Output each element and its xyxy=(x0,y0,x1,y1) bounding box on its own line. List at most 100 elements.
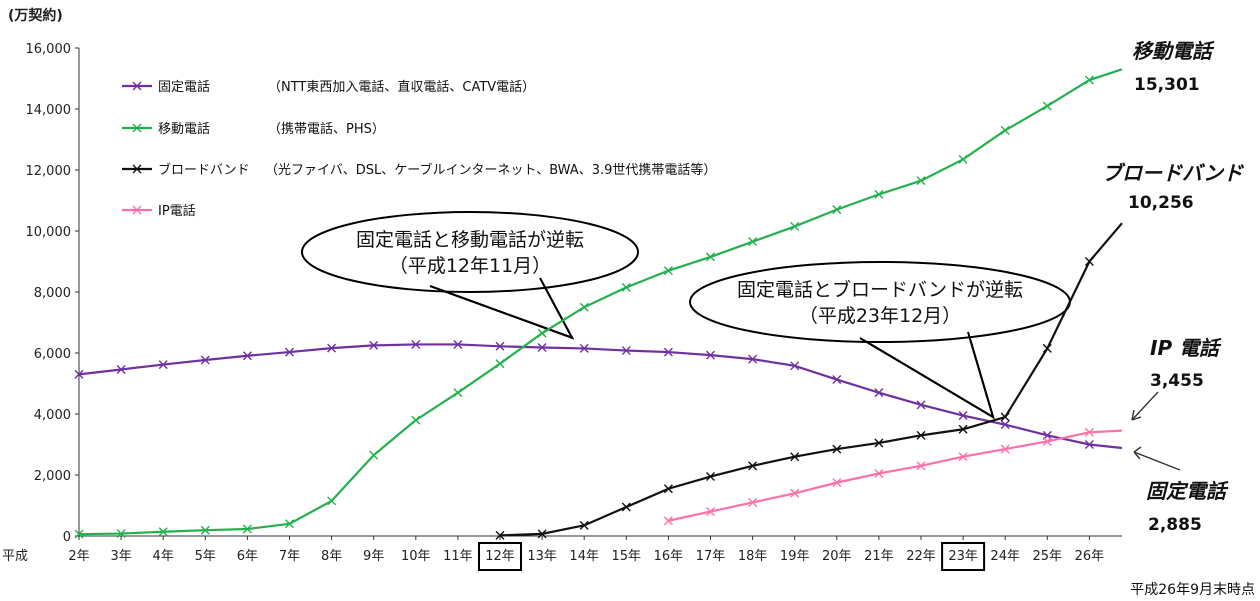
legend-series-name: ブロードバンド xyxy=(158,162,250,178)
series-3-marker xyxy=(958,452,968,462)
series-2-marker xyxy=(537,529,547,539)
series-3-marker xyxy=(1084,427,1094,437)
series-2-marker xyxy=(706,472,715,482)
series-0-marker xyxy=(706,350,715,360)
series-1-marker xyxy=(748,237,758,247)
end-label-broadband-value: 10,256 xyxy=(1128,193,1194,213)
series-0-marker xyxy=(116,364,126,374)
series-0-marker xyxy=(748,354,758,364)
callout-1-line2: （平成12年11月） xyxy=(389,255,551,277)
end-label-mobile-title: 移動電話 xyxy=(1132,39,1215,63)
series-3-marker xyxy=(832,478,842,488)
x-tick-label: 23年 xyxy=(948,549,978,564)
series-3-marker xyxy=(706,507,715,517)
series-line-1 xyxy=(78,68,1123,536)
y-unit-label: (万契約) xyxy=(8,7,63,24)
series-2-marker xyxy=(790,452,800,462)
series-1-marker xyxy=(663,266,673,276)
x-tick-label: 6年 xyxy=(237,549,258,564)
x-tick-label: 7年 xyxy=(279,549,300,564)
series-0-marker xyxy=(1084,440,1094,449)
series-3-marker xyxy=(790,488,800,498)
series-2-marker xyxy=(579,520,589,530)
fixed-pointer-arrow xyxy=(1133,451,1181,471)
series-0-marker xyxy=(285,347,294,357)
y-tick-label: 4,000 xyxy=(34,408,71,423)
y-tick-label: 12,000 xyxy=(26,164,72,179)
series-1-marker xyxy=(327,496,337,506)
series-1-marker xyxy=(369,450,379,460)
x-tick-label: 2年 xyxy=(68,549,89,564)
series-1-marker xyxy=(74,529,84,539)
series-0-marker xyxy=(621,346,631,356)
x-tick-label: 15年 xyxy=(612,549,642,564)
y-tick-label: 14,000 xyxy=(26,103,72,118)
series-1-marker xyxy=(158,527,168,537)
series-0-marker xyxy=(874,388,884,398)
series-3-marker xyxy=(748,497,758,507)
series-2-marker xyxy=(832,444,842,454)
as-of-note: 平成26年9月末時点 xyxy=(1130,582,1255,598)
legend-series-name: 移動電話 xyxy=(158,121,210,137)
x-tick-label: 8年 xyxy=(321,549,342,564)
series-3-marker xyxy=(916,461,926,471)
y-tick-label: 16,000 xyxy=(26,42,72,57)
x-tick-label: 4年 xyxy=(153,549,174,564)
x-tick-label: 17年 xyxy=(696,549,726,564)
end-label-mobile-value: 15,301 xyxy=(1134,75,1200,95)
x-tick-label: 3年 xyxy=(110,549,131,564)
callout-2-line2: （平成23年12月） xyxy=(799,305,961,327)
x-tick-label: 26年 xyxy=(1075,549,1105,564)
series-0-marker xyxy=(832,375,842,385)
series-0-marker xyxy=(958,411,968,421)
x-tick-label: 21年 xyxy=(864,549,894,564)
callout-1-line1: 固定電話と移動電話が逆転 xyxy=(356,229,584,251)
series-2-marker xyxy=(748,461,758,471)
series-1-marker xyxy=(411,415,421,425)
series-1-marker xyxy=(200,525,210,535)
series-0-marker xyxy=(453,339,463,349)
x-tick-label: 10年 xyxy=(401,549,431,564)
legend-swatch-marker xyxy=(132,164,142,174)
series-0-marker xyxy=(158,360,168,370)
series-0-marker xyxy=(1000,420,1010,430)
series-1-marker xyxy=(495,359,505,369)
y-tick-label: 6,000 xyxy=(34,347,71,362)
series-0-marker xyxy=(74,369,84,379)
series-2-marker xyxy=(1000,412,1010,422)
x-tick-label: 11年 xyxy=(443,549,473,564)
callout-1-pointer-outline xyxy=(429,277,575,340)
series-0-marker xyxy=(411,339,421,349)
series-1-marker xyxy=(453,388,463,398)
series-3-marker xyxy=(874,468,884,478)
series-2-marker xyxy=(621,502,631,512)
x-tick-label: 14年 xyxy=(569,549,599,564)
y-tick-label: 10,000 xyxy=(26,225,72,240)
y-tick-label: 8,000 xyxy=(34,286,71,301)
y-tick-label: 2,000 xyxy=(34,469,71,484)
series-1-marker xyxy=(874,189,884,199)
series-1-marker xyxy=(916,176,926,186)
end-label-fixed-title: 固定電話 xyxy=(1146,479,1229,503)
x-tick-label: 5年 xyxy=(195,549,216,564)
x-tick-label: 9年 xyxy=(363,549,384,564)
series-1-marker xyxy=(537,328,547,338)
end-label-fixed-value: 2,885 xyxy=(1148,515,1202,535)
ip-pointer-arrow xyxy=(1131,391,1159,421)
series-1-marker xyxy=(790,221,800,231)
series-3-marker xyxy=(1042,436,1052,446)
series-2-marker xyxy=(916,430,926,440)
series-1-marker xyxy=(832,205,842,215)
x-tick-label: 13年 xyxy=(527,549,557,564)
legend-swatch-marker xyxy=(132,123,142,133)
end-label-ip-value: 3,455 xyxy=(1150,371,1204,391)
series-0-marker xyxy=(242,351,252,361)
callout-2-pointer-outline xyxy=(859,331,995,420)
legend-swatch-marker xyxy=(132,81,142,91)
series-2-marker xyxy=(495,530,505,540)
series-1-marker xyxy=(1042,101,1052,111)
x-tick-label: 16年 xyxy=(654,549,684,564)
legend-series-name: IP電話 xyxy=(158,203,196,219)
y-tick-label: 0 xyxy=(63,530,71,545)
